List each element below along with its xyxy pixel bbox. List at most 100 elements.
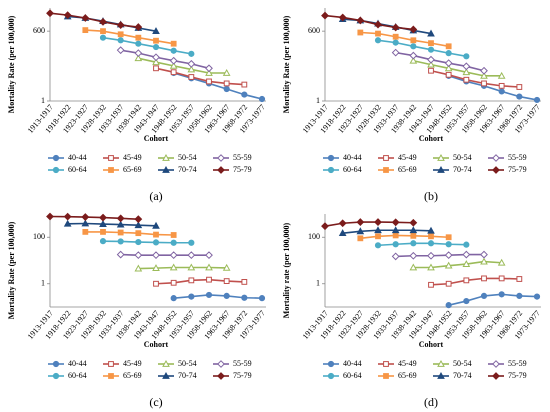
marker (410, 240, 417, 247)
marker (188, 74, 195, 80)
marker (445, 241, 452, 248)
marker (463, 297, 470, 305)
y-axis-label: Mortality Rate (per 100,000) (7, 221, 16, 319)
series-line (102, 36, 192, 55)
legend-label: 50-54 (453, 359, 472, 368)
marker (480, 66, 488, 75)
marker (170, 279, 177, 286)
marker (462, 260, 471, 268)
marker (321, 11, 329, 20)
legend-label: 60-64 (68, 165, 87, 174)
series-line (67, 222, 157, 227)
marker (217, 372, 225, 380)
x-axis-label: Cohort (419, 134, 444, 143)
legend-label: 50-54 (178, 153, 197, 162)
marker (427, 263, 435, 271)
marker (170, 47, 177, 54)
legend-label: 45-49 (123, 153, 142, 162)
legend-label: 65-69 (398, 371, 417, 380)
marker (169, 56, 178, 65)
marker (99, 34, 107, 41)
marker (46, 9, 54, 18)
marker (437, 359, 445, 367)
series-line (49, 215, 139, 220)
marker (338, 13, 347, 22)
series-line (120, 49, 210, 70)
marker (480, 257, 488, 265)
marker (117, 238, 124, 245)
marker (169, 251, 178, 260)
marker (169, 263, 178, 271)
marker (428, 67, 434, 74)
marker (153, 280, 159, 287)
marker (445, 50, 452, 57)
marker (492, 360, 500, 368)
series-line (448, 75, 538, 101)
panel: 16001913-19171918-19221923-19271928-1932… (7, 8, 267, 203)
marker (427, 251, 435, 260)
marker (152, 58, 160, 66)
marker (152, 53, 160, 62)
marker (116, 250, 125, 259)
marker (217, 154, 225, 162)
marker (463, 277, 470, 284)
marker (498, 88, 505, 95)
marker (480, 250, 488, 259)
marker (108, 361, 114, 367)
series-line (85, 29, 174, 45)
marker (338, 229, 347, 237)
marker (516, 93, 523, 100)
marker (321, 222, 329, 231)
marker (162, 359, 170, 367)
marker (391, 252, 400, 261)
marker (445, 302, 452, 309)
legend-label: 55-59 (233, 153, 252, 162)
marker (134, 215, 143, 224)
marker (117, 37, 124, 44)
marker (462, 68, 471, 76)
marker (205, 64, 213, 73)
marker (392, 232, 399, 239)
marker (444, 251, 453, 260)
legend-label: 60-64 (68, 371, 87, 380)
marker (100, 28, 106, 35)
marker (480, 292, 488, 300)
legend-label: 50-54 (178, 359, 197, 368)
marker (392, 39, 399, 46)
marker (437, 153, 445, 161)
series-line (173, 72, 263, 100)
marker (134, 54, 143, 62)
marker (427, 29, 435, 37)
caption: (b) (424, 189, 438, 203)
y-tick-label: 1 (41, 279, 45, 288)
series-line (138, 266, 227, 270)
legend-label: 55-59 (508, 153, 527, 162)
marker (428, 233, 434, 240)
marker (241, 81, 248, 88)
y-tick-label: 1 (316, 279, 320, 288)
marker (437, 165, 445, 173)
marker (187, 65, 196, 73)
marker (223, 278, 230, 285)
marker (374, 226, 382, 234)
marker (327, 154, 335, 162)
marker (533, 96, 541, 104)
legend-label: 45-49 (398, 153, 417, 162)
marker (409, 56, 418, 64)
marker (374, 37, 382, 44)
marker (205, 291, 213, 299)
marker (327, 372, 335, 380)
marker (437, 371, 445, 379)
marker (217, 360, 225, 368)
marker (357, 235, 364, 242)
marker (152, 27, 160, 35)
series-line (49, 12, 139, 28)
marker (134, 251, 143, 260)
marker (223, 80, 230, 87)
marker (223, 85, 230, 93)
series-line (430, 277, 520, 286)
marker (463, 53, 470, 60)
marker (108, 155, 114, 161)
marker (444, 59, 453, 68)
